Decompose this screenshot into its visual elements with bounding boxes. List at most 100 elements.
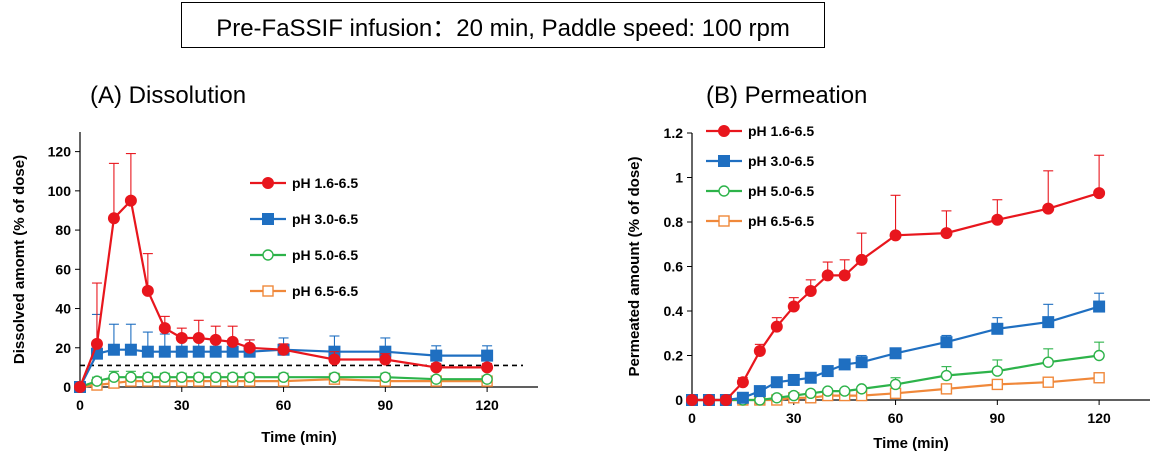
dissolution-data-point (209, 333, 222, 346)
permeation-data-point (788, 389, 800, 402)
permeation-data-point (804, 284, 817, 297)
permeation-data-point (940, 227, 953, 240)
dissolution-data-point (430, 361, 443, 374)
permeation-y-tick-label: 1 (675, 170, 683, 186)
permeation-y-tick-label: 0.4 (664, 303, 684, 319)
dissolution-chart: (A) Dissolution 0 20 40 60 80 100 120 0 30 60 90 120… (11, 82, 538, 446)
dissolution-data-point (159, 371, 171, 383)
permeation-legend-label: pH 5.0-6.5 (748, 183, 814, 199)
permeation-y-tick-label: 0 (675, 392, 683, 408)
dissolution-data-point (91, 375, 103, 387)
permeation-data-point (1093, 372, 1105, 384)
permeation-data-point (1042, 356, 1054, 368)
dissolution-data-point (430, 373, 442, 385)
dissolution-data-point (158, 322, 171, 335)
dissolution-x-tick-label: 30 (174, 397, 190, 413)
dissolution-y-axis-title: Dissolved amomt (% of dose) (11, 155, 28, 364)
dissolution-data-point (142, 371, 154, 383)
dissolution-data-point (328, 353, 341, 366)
permeation-data-point (770, 376, 783, 389)
dissolution-series-line (79, 348, 488, 388)
dissolution-data-point (379, 371, 392, 383)
permeation-data-point (821, 269, 834, 282)
permeation-title: (B) Permeation (706, 82, 867, 109)
permeation-x-tick-label: 90 (990, 410, 1006, 426)
permeation-data-point (1042, 376, 1054, 388)
permeation-legend-label: pH 3.0-6.5 (748, 153, 814, 169)
permeation-data-point (889, 229, 902, 242)
permeation-data-point (855, 356, 868, 369)
permeation-series-line (692, 192, 1100, 402)
dissolution-legend-marker (262, 249, 274, 261)
dissolution-data-point (124, 194, 137, 207)
permeation-y-tick-label: 0.6 (664, 259, 684, 275)
permeation-data-point (991, 322, 1004, 335)
dissolution-legend-marker (262, 285, 274, 297)
permeation-data-point (940, 336, 953, 349)
dissolution-data-point (74, 381, 86, 393)
dissolution-data-point (243, 371, 256, 383)
dissolution-y-tick-label: 120 (48, 144, 72, 160)
permeation-legend-label: pH 1.6-6.5 (748, 123, 814, 139)
permeation-x-tick-label: 120 (1087, 410, 1111, 426)
permeation-data-point (771, 392, 783, 404)
permeation-data-point (889, 347, 902, 360)
dissolution-series-ph-1-6-6-5 (74, 153, 494, 393)
permeation-data-point (805, 387, 817, 400)
permeation-data-point (889, 378, 902, 391)
dissolution-x-tick-label: 120 (475, 397, 499, 413)
dissolution-title: (A) Dissolution (90, 82, 246, 109)
dissolution-data-point (90, 337, 103, 350)
permeation-y-axis-title: Permeated amount (% of dose) (626, 156, 643, 376)
dissolution-legend-label: pH 1.6-6.5 (292, 175, 358, 191)
dissolution-data-point (277, 343, 290, 356)
dissolution-data-point (124, 343, 137, 356)
permeation-data-point (822, 385, 834, 397)
dissolution-data-point (210, 371, 222, 383)
dissolution-series-line (79, 376, 488, 389)
dissolution-data-point (107, 212, 120, 225)
permeation-chart: (B) Permeation 0 0.2 0.4 0.6 0.8 1 1.2 0 30 60 90 12… (626, 82, 1150, 452)
permeation-x-tick-label: 60 (888, 410, 904, 426)
permeation-data-point (804, 371, 817, 384)
permeation-legend-label: pH 6.5-6.5 (748, 213, 814, 229)
dissolution-x-tick-label: 90 (378, 397, 394, 413)
permeation-data-point (1093, 187, 1106, 200)
dissolution-y-tick-label: 40 (55, 301, 71, 317)
permeation-y-tick-label: 0.2 (664, 348, 684, 364)
dissolution-y-tick-label: 20 (55, 340, 71, 356)
dissolution-data-point (243, 341, 256, 354)
permeation-legend-marker (718, 155, 730, 167)
dissolution-data-point (125, 371, 137, 383)
permeation-data-point (787, 373, 800, 386)
dissolution-data-point (175, 331, 188, 344)
permeation-x-axis-title: Time (min) (873, 435, 949, 452)
permeation-legend: pH 1.6-6.5 pH 3.0-6.5 pH 5.0-6.5 pH 6.5-6.5 (706, 123, 814, 229)
dissolution-data-point (328, 371, 341, 383)
permeation-series-line (692, 305, 1100, 402)
dissolution-data-point (141, 284, 154, 297)
permeation-data-point (991, 378, 1004, 391)
permeation-data-point (940, 369, 953, 382)
permeation-data-point (855, 383, 868, 395)
permeation-data-point (838, 269, 851, 282)
permeation-data-point (991, 365, 1004, 377)
permeation-data-point (753, 345, 766, 358)
dissolution-y-tick-label: 60 (55, 261, 71, 277)
permeation-data-point (991, 213, 1004, 226)
dissolution-data-point (175, 345, 188, 358)
permeation-data-point (855, 253, 868, 266)
dissolution-data-point (277, 371, 290, 383)
dissolution-legend-label: pH 5.0-6.5 (292, 247, 358, 263)
dissolution-y-tick-label: 80 (55, 222, 71, 238)
permeation-x-tick-label: 0 (688, 410, 696, 426)
dissolution-data-point (226, 335, 239, 348)
dissolution-y-tick-label: 100 (48, 183, 72, 199)
permeation-data-point (838, 358, 851, 371)
dissolution-data-point (107, 343, 120, 356)
dissolution-data-point (430, 349, 443, 362)
dissolution-data-point (226, 371, 239, 383)
permeation-data-point (838, 385, 851, 397)
dissolution-legend-label: pH 3.0-6.5 (292, 211, 358, 227)
